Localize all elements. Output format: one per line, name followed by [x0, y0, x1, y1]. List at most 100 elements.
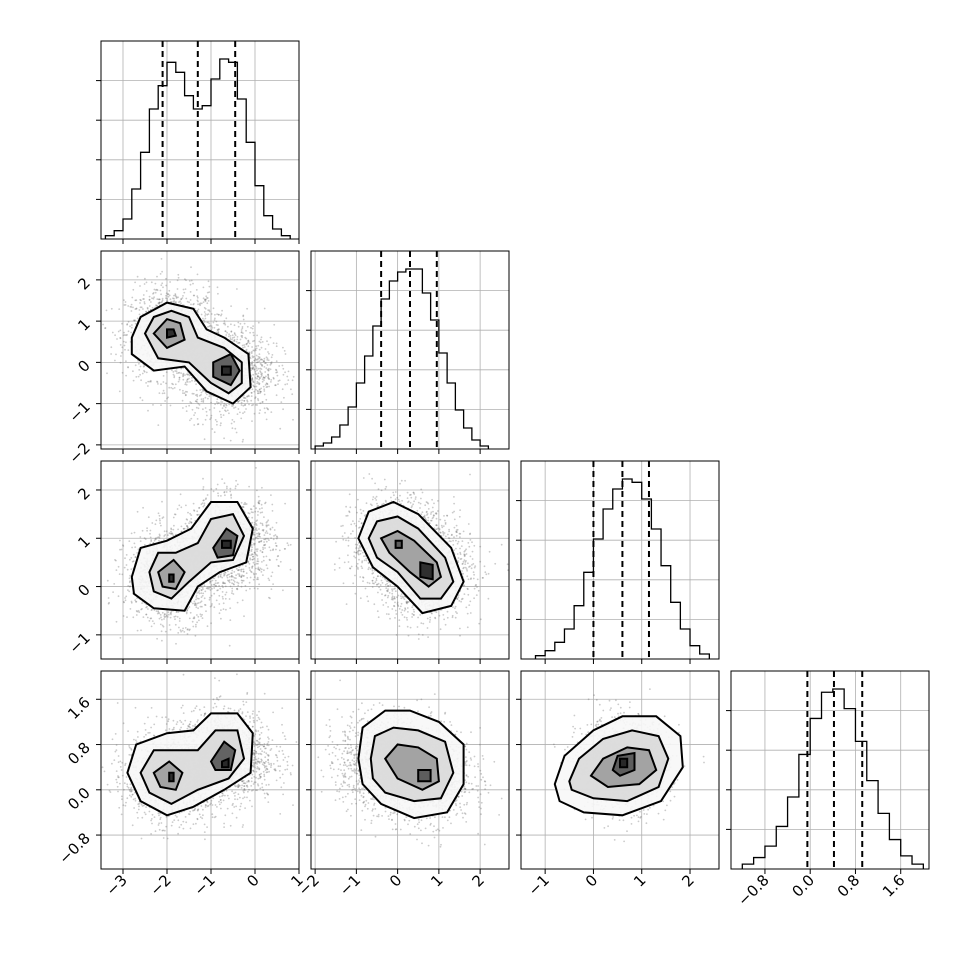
scatter-point — [174, 623, 177, 626]
scatter-point — [229, 337, 232, 339]
density-fill — [222, 366, 231, 375]
scatter-point — [208, 322, 211, 325]
scatter-point — [253, 385, 256, 388]
scatter-point — [267, 373, 269, 376]
scatter-point — [167, 295, 170, 298]
scatter-point — [194, 412, 196, 414]
scatter-point — [161, 300, 163, 303]
scatter-point — [145, 606, 147, 609]
scatter-point — [240, 331, 243, 333]
histogram-panel-3: −0.8 0.0 0.8 1.6 — [726, 670, 930, 910]
scatter-point — [230, 330, 233, 333]
scatter-point — [247, 560, 250, 563]
scatter-point — [255, 354, 258, 357]
scatter-point — [185, 410, 188, 412]
scatter-point — [248, 395, 250, 398]
scatter-point — [265, 418, 268, 421]
scatter-point — [202, 401, 205, 403]
scatter-point — [123, 334, 126, 336]
scatter-point — [257, 500, 260, 503]
scatter-point — [272, 377, 275, 380]
scatter-point — [155, 537, 157, 540]
scatter-point — [252, 366, 254, 369]
scatter-point — [226, 331, 228, 334]
scatter-point — [206, 625, 209, 628]
scatter-point — [211, 428, 214, 430]
scatter-point — [258, 357, 261, 360]
scatter-point — [201, 502, 204, 505]
scatter-point — [167, 396, 169, 399]
scatter-point — [260, 568, 263, 571]
scatter-point — [182, 375, 184, 378]
scatter-point — [215, 320, 218, 323]
y-tick-label: −2 — [65, 439, 93, 467]
scatter-point — [250, 352, 253, 354]
scatter-point — [244, 397, 247, 400]
scatter-point — [160, 616, 162, 619]
scatter-point — [255, 507, 257, 510]
scatter-point — [145, 382, 147, 384]
scatter-point — [286, 375, 289, 378]
scatter-point — [134, 322, 137, 325]
scatter-point — [237, 342, 239, 344]
scatter-point — [188, 280, 191, 282]
scatter-point — [202, 499, 205, 502]
scatter-point — [204, 498, 207, 501]
scatter-point — [204, 315, 206, 317]
scatter-point — [123, 304, 126, 306]
scatter-point — [140, 629, 142, 632]
scatter-point — [189, 401, 192, 403]
scatter-point — [254, 357, 257, 360]
scatter-point — [292, 375, 295, 378]
scatter-point — [143, 301, 146, 303]
scatter-point — [247, 341, 249, 344]
scatter-point — [276, 374, 279, 377]
histogram-panel-2 — [516, 460, 720, 664]
scatter-point — [158, 533, 161, 536]
scatter-point — [148, 380, 151, 383]
scatter-point — [119, 539, 121, 542]
x-tick-label: −0.8 — [734, 871, 772, 909]
scatter-point — [124, 304, 127, 306]
scatter-point — [236, 587, 239, 590]
scatter-point — [220, 495, 222, 497]
scatter-point — [260, 363, 263, 366]
scatter-point — [253, 523, 256, 526]
scatter-point — [247, 561, 250, 564]
scatter-point — [162, 389, 165, 392]
scatter-point — [186, 378, 189, 381]
scatter-point — [178, 620, 181, 622]
scatter-point — [257, 375, 260, 378]
scatter-point — [263, 357, 266, 360]
scatter-point — [197, 615, 200, 618]
scatter-point — [138, 362, 140, 365]
scatter-point — [238, 575, 241, 577]
scatter-point — [242, 570, 245, 573]
scatter-point — [253, 390, 256, 393]
scatter-point — [231, 337, 234, 339]
scatter-point — [132, 560, 135, 562]
scatter-point — [203, 306, 206, 309]
scatter-point — [142, 308, 144, 310]
scatter-point — [187, 526, 189, 529]
scatter-point — [162, 375, 165, 377]
scatter-point — [119, 361, 122, 364]
scatter-point — [182, 627, 184, 630]
scatter-point — [186, 628, 189, 631]
scatter-point — [242, 318, 245, 321]
scatter-point — [225, 591, 228, 594]
scatter-point — [231, 590, 234, 592]
scatter-point — [180, 630, 182, 633]
scatter-point — [255, 345, 258, 348]
scatter-point — [197, 597, 200, 600]
scatter-point — [155, 288, 158, 291]
scatter-point — [188, 373, 190, 375]
scatter-point — [159, 623, 162, 626]
scatter-point — [263, 569, 265, 572]
scatter-point — [132, 553, 135, 556]
scatter-point — [236, 336, 239, 338]
scatter-point — [269, 597, 271, 600]
scatter-point — [167, 293, 169, 296]
scatter-point — [199, 605, 202, 608]
scatter-point — [180, 525, 183, 528]
